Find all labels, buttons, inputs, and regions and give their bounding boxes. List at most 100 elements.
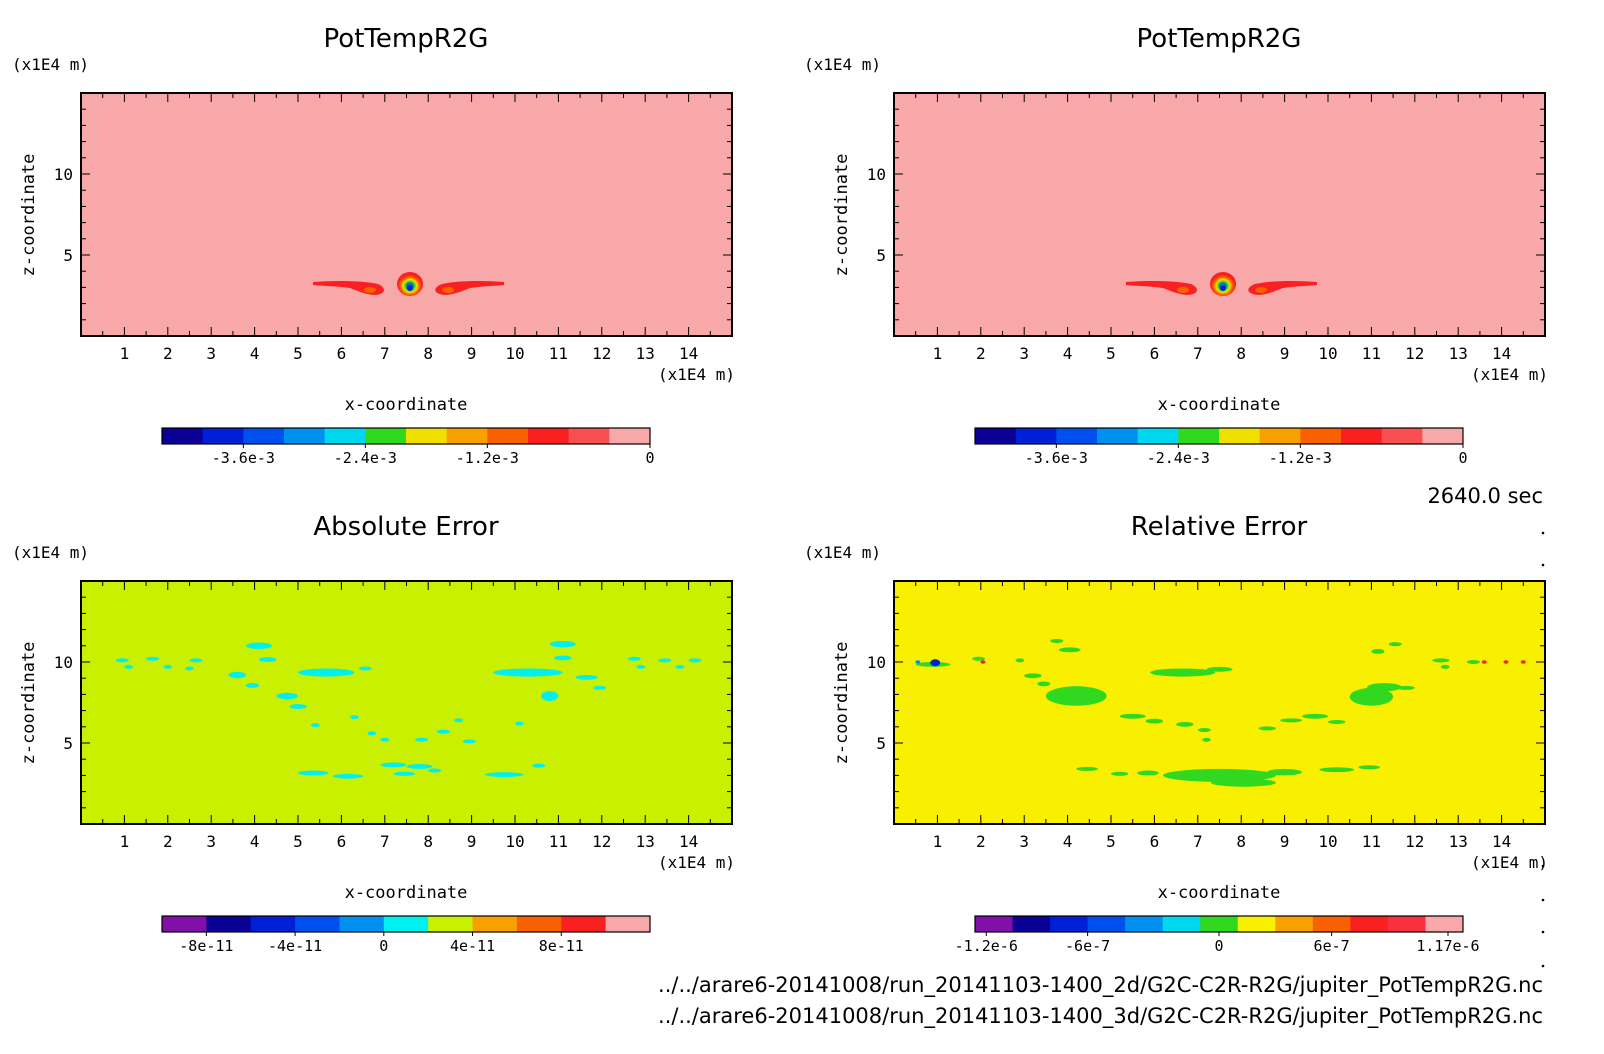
- colorbar-swatch: [1387, 916, 1426, 932]
- plot-frame: [893, 92, 1546, 337]
- panel-bottom-right: Relative Error (x1E4 m) 1 2 3 4 5 6 7 8 9 10 11 12 1…: [804, 512, 1548, 955]
- colorbar-swatch: [324, 428, 366, 444]
- error-patch: [289, 704, 307, 709]
- colorbar-tick-label: -3.6e-3: [1025, 449, 1088, 467]
- colorbar-swatch: [284, 428, 326, 444]
- colorbar-swatch: [1015, 428, 1057, 444]
- file-path-3d: ../../arare6-20141008/run_20141103-1400_…: [658, 1004, 1543, 1029]
- colorbar-swatch: [1422, 428, 1464, 444]
- error-patch: [688, 658, 702, 663]
- colorbar-swatch: [1312, 916, 1351, 932]
- y-axis-label: z-coordinate: [832, 642, 852, 765]
- x-tick-label: 3: [206, 344, 216, 363]
- error-patch: [1280, 718, 1302, 723]
- colorbar-swatch: [243, 428, 285, 444]
- colorbar: -1.2e-6 -6e-7 0 6e-7 1.17e-6: [955, 915, 1480, 955]
- plot-area: [894, 93, 1545, 336]
- colorbar-swatch: [295, 916, 340, 932]
- error-patch: [1258, 726, 1276, 731]
- plot-area: [81, 581, 732, 824]
- error-patch: [1319, 767, 1355, 773]
- colorbar-swatch: [1097, 428, 1139, 444]
- error-patch: [1076, 766, 1098, 771]
- x-tick-label: 7: [1193, 832, 1203, 851]
- colorbar-swatch: [1087, 916, 1126, 932]
- y-tick-label: 5: [63, 734, 73, 753]
- colorbar-swatch: [202, 428, 244, 444]
- chart-title: PotTempR2G: [324, 24, 489, 54]
- x-tick-label: 12: [1405, 344, 1424, 363]
- colorbar-swatch: [605, 916, 651, 932]
- colorbar-swatch: [162, 428, 204, 444]
- colorbar-swatch: [1425, 916, 1464, 932]
- colorbar: -8e-11 -4e-11 0 4e-11 8e-11: [161, 915, 651, 955]
- x-tick-label: 5: [1106, 344, 1116, 363]
- colorbar-swatch: [1300, 428, 1342, 444]
- error-patch: [1119, 713, 1146, 719]
- y-tick-label: 10: [867, 165, 886, 184]
- y-unit-label: (x1E4 m): [12, 543, 89, 562]
- error-patch: [358, 666, 372, 671]
- error-patch: [454, 718, 463, 723]
- x-tick-label: 10: [505, 344, 524, 363]
- error-patch: [380, 737, 390, 742]
- y-tick-label: 10: [867, 653, 886, 672]
- panel-top-left: PotTempR2G (x1E4 m) 1 2 3 4 5 6 7 8 9 10 11 12 13 145…: [12, 24, 735, 467]
- x-tick-label: 13: [1449, 344, 1468, 363]
- x-tick-label: 14: [1492, 344, 1511, 363]
- error-patch: [146, 656, 160, 661]
- accent-marker: [1520, 660, 1526, 664]
- error-patch: [972, 656, 986, 661]
- colorbar-tick-label: 1.17e-6: [1416, 937, 1479, 955]
- error-patch: [258, 657, 277, 662]
- x-tick-label: 8: [1236, 344, 1246, 363]
- x-tick-label: 5: [293, 344, 303, 363]
- error-patch: [1015, 658, 1025, 663]
- colorbar-swatch: [406, 428, 448, 444]
- x-tick-label: 10: [505, 832, 524, 851]
- x-tick-label: 9: [467, 344, 477, 363]
- colorbar: -3.6e-3 -2.4e-3 -1.2e-3 0: [161, 427, 655, 467]
- error-patch: [1050, 638, 1064, 643]
- error-patch: [124, 664, 134, 669]
- x-tick-label: 7: [380, 832, 390, 851]
- time-label: 2640.0 sec: [1427, 484, 1543, 508]
- error-patch: [1371, 649, 1385, 654]
- colorbar-swatch: [1178, 428, 1220, 444]
- accent-marker: [915, 660, 921, 664]
- colorbar-swatch: [487, 428, 529, 444]
- y-axis-label: z-coordinate: [19, 154, 39, 277]
- x-tick-label: 13: [636, 344, 655, 363]
- x-tick-label: 14: [679, 832, 698, 851]
- x-tick-label: 10: [1318, 344, 1337, 363]
- colorbar-swatch: [1259, 428, 1301, 444]
- colorbar-swatch: [383, 916, 429, 932]
- x-tick-label: 9: [467, 832, 477, 851]
- x-tick-label: 4: [250, 344, 260, 363]
- error-patch: [532, 763, 546, 768]
- colorbar-tick-label: -3.6e-3: [212, 449, 275, 467]
- panel-bottom-left: Absolute Error (x1E4 m) 1 2 3 4 5 6 7 8 9 10 11 12 1…: [12, 512, 735, 955]
- x-tick-label: 1: [933, 344, 943, 363]
- warm-bubble: [397, 272, 423, 296]
- error-patch: [1367, 683, 1402, 692]
- error-patch: [515, 721, 524, 726]
- colorbar-swatch: [1381, 428, 1423, 444]
- error-patch: [311, 723, 320, 728]
- colorbar-frame: [161, 427, 651, 445]
- error-patch: [1397, 685, 1415, 690]
- colorbar-tick-label: -1.2e-3: [1269, 449, 1332, 467]
- error-patch: [1058, 647, 1081, 653]
- x-tick-label: 5: [293, 832, 303, 851]
- x-tick-label: 8: [423, 344, 433, 363]
- y-axis-label: z-coordinate: [19, 642, 39, 765]
- error-patch: [1150, 668, 1216, 677]
- chart-title: PotTempR2G: [1137, 24, 1302, 54]
- x-tick-label: 6: [1150, 832, 1160, 851]
- filament-right: [1248, 280, 1317, 295]
- panel-top-right: PotTempR2G (x1E4 m) 1 2 3 4 5 6 7 8 9 10 11 12 13 145…: [804, 24, 1548, 467]
- error-patch: [593, 685, 607, 690]
- colorbar-tick-label: -4e-11: [268, 937, 322, 955]
- x-tick-label: 2: [976, 832, 986, 851]
